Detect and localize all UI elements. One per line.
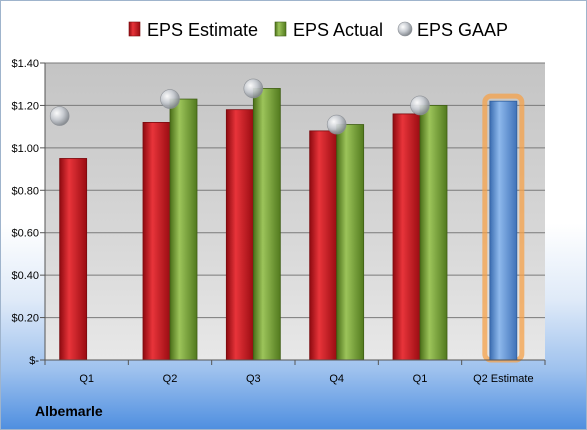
y-tick-label: $- xyxy=(29,355,39,367)
legend-eps-gaap-label: EPS GAAP xyxy=(417,20,508,40)
bar-q2-estimate xyxy=(489,100,518,361)
bar-eps-estimate xyxy=(59,158,88,361)
y-tick-label: $0.60 xyxy=(11,228,39,240)
legend-eps-actual-swatch xyxy=(274,21,287,37)
point-eps-gaap xyxy=(243,78,264,99)
legend-eps-estimate-label: EPS Estimate xyxy=(147,20,258,40)
y-axis-ticks: $- $0.20 $0.40 $0.60 $0.80 $1.00 $1.20 $1.40 xyxy=(11,58,46,367)
bar-eps-estimate xyxy=(309,130,338,361)
bar-eps-estimate xyxy=(142,122,171,361)
bar-eps-estimate xyxy=(392,113,421,361)
x-tick-label: Q4 xyxy=(329,373,344,385)
x-tick-label: Q2 xyxy=(163,373,178,385)
bar-eps-estimate xyxy=(225,109,254,361)
y-tick-label: $1.40 xyxy=(11,58,39,70)
x-axis-ticks: Q1 Q2 Q3 Q4 Q1 Q2 Estimate xyxy=(44,359,546,385)
y-tick-label: $0.40 xyxy=(11,270,39,282)
bar-eps-actual xyxy=(169,98,198,361)
bar-eps-actual xyxy=(336,124,365,361)
bars xyxy=(49,78,525,363)
y-tick-label: $0.20 xyxy=(11,313,39,325)
legend-eps-gaap-swatch xyxy=(397,21,413,37)
bar-eps-actual xyxy=(252,88,281,361)
y-tick-label: $1.20 xyxy=(11,100,39,112)
point-eps-gaap xyxy=(410,95,430,116)
x-tick-label: Q2 Estimate xyxy=(473,373,534,385)
bar-eps-actual xyxy=(419,105,448,361)
company-name: Albemarle xyxy=(35,403,103,419)
plot-area xyxy=(45,63,545,360)
legend: EPS Estimate EPS Actual EPS GAAP xyxy=(128,20,508,40)
x-tick-label: Q1 xyxy=(413,373,428,385)
point-eps-gaap xyxy=(49,106,70,126)
x-tick-label: Q1 xyxy=(79,373,94,385)
point-eps-gaap xyxy=(326,114,347,135)
legend-eps-estimate-swatch xyxy=(128,21,141,37)
y-tick-label: $0.80 xyxy=(11,185,39,197)
point-eps-gaap xyxy=(160,89,180,109)
legend-eps-actual-label: EPS Actual xyxy=(293,20,383,40)
y-tick-label: $1.00 xyxy=(11,143,39,155)
x-tick-label: Q3 xyxy=(246,373,261,385)
gridlines xyxy=(45,62,545,361)
